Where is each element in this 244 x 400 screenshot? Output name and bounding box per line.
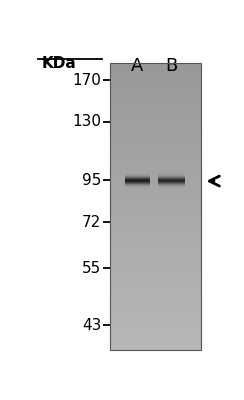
Text: 72: 72 [82,214,102,230]
Text: 43: 43 [82,318,102,333]
Text: 170: 170 [72,73,102,88]
Text: 55: 55 [82,261,102,276]
Text: A: A [131,57,143,75]
Text: KDa: KDa [42,56,77,71]
Text: B: B [165,57,177,75]
Bar [110,63,201,350]
Text: 95: 95 [82,173,102,188]
Text: 130: 130 [72,114,102,130]
